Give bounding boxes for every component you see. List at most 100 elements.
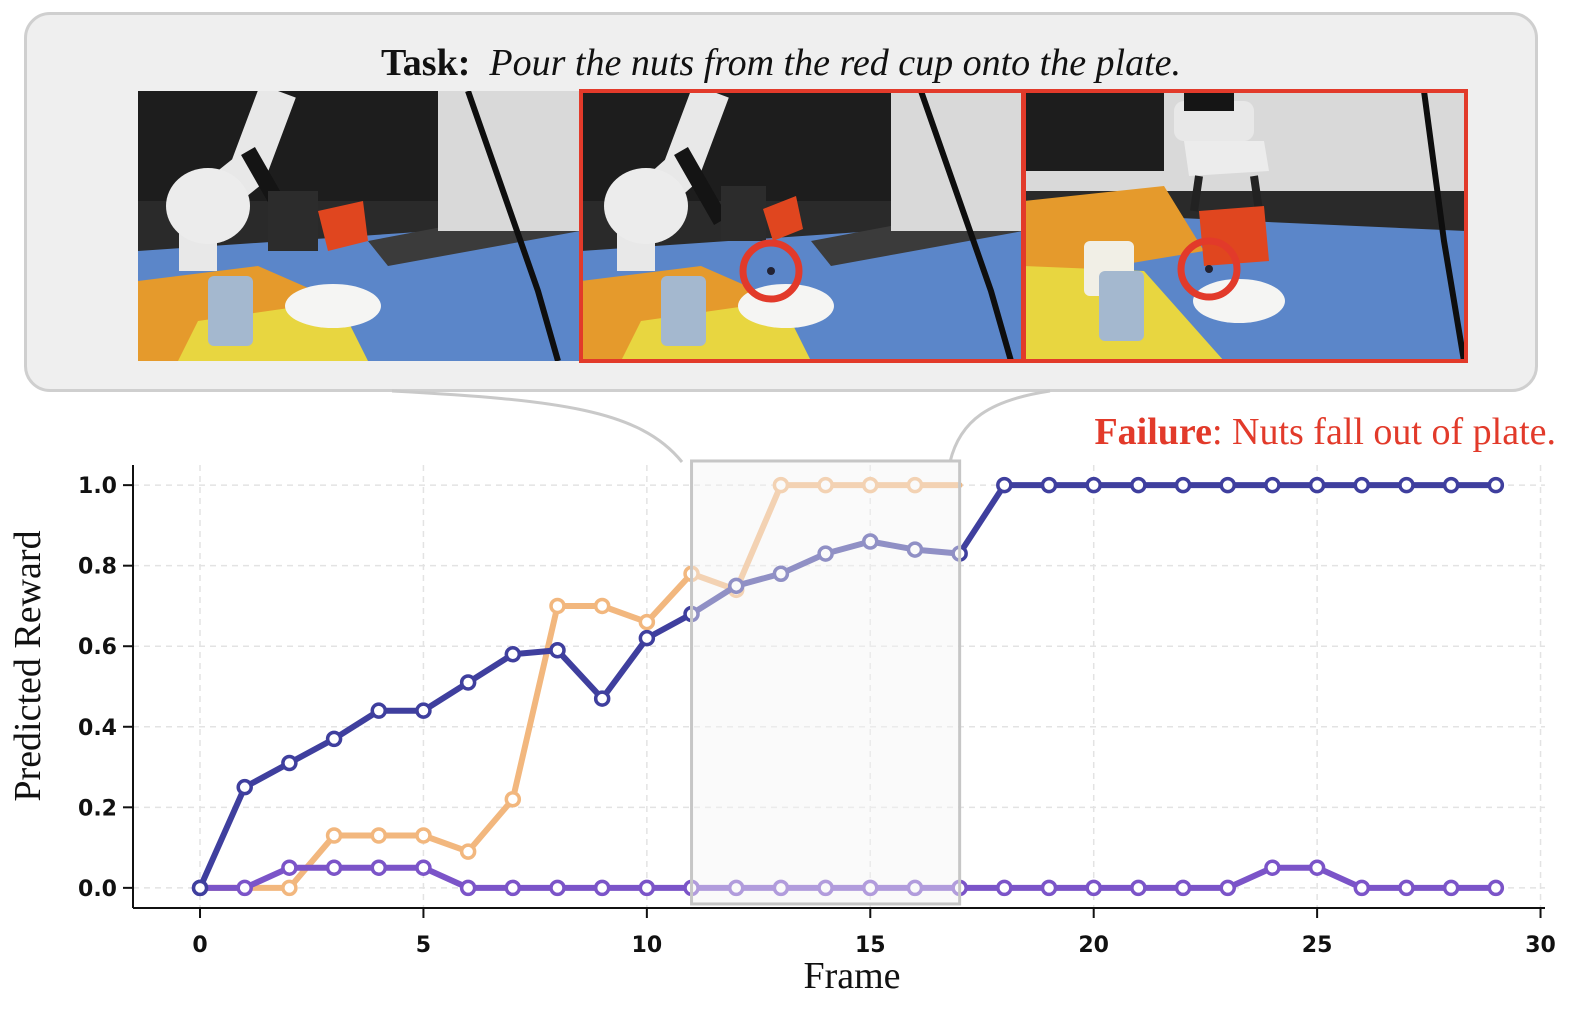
data-point: [638, 629, 656, 647]
task-text: Pour the nuts from the red cup onto the …: [489, 42, 1182, 84]
data-point: [727, 879, 745, 897]
data-point: [549, 597, 566, 615]
failure-label: Failure: [1094, 411, 1212, 453]
y-axis-label: Predicted Reward: [7, 530, 49, 801]
data-point: [281, 879, 298, 897]
data-point: [459, 843, 477, 860]
data-point: [1219, 476, 1236, 494]
highlight-region: [690, 459, 962, 906]
highlight-region-layer: [690, 459, 962, 906]
data-point: [906, 476, 924, 494]
data-point: [415, 827, 432, 844]
data-point: [638, 613, 656, 631]
data-point: [415, 702, 432, 719]
data-point: [1353, 879, 1371, 897]
data-point: [1174, 879, 1192, 897]
data-point: [817, 879, 834, 897]
data-point: [996, 476, 1013, 494]
data-point: [1264, 476, 1281, 494]
y-tick-label: 0.2: [78, 796, 117, 821]
series-layer: [191, 476, 1505, 897]
data-point: [1442, 476, 1460, 494]
data-point: [1398, 476, 1415, 494]
data-point: [459, 879, 477, 897]
data-point: [1353, 476, 1371, 494]
data-point: [862, 879, 879, 897]
x-tick-label: 25: [1302, 933, 1333, 958]
data-point: [1219, 879, 1236, 897]
data-point: [593, 879, 611, 897]
x-tick-label: 30: [1525, 933, 1556, 958]
data-point: [191, 879, 209, 897]
data-point: [593, 597, 611, 615]
data-point: [1308, 476, 1326, 494]
x-tick-label: 5: [416, 933, 431, 958]
video-frame-2: [579, 89, 1025, 363]
data-point: [325, 827, 343, 844]
data-point: [281, 754, 298, 772]
data-point: [1040, 476, 1058, 494]
axes: 0 5 10 15 20 25 30 0.0 0.2 0.4 0.6 0.8 1.0: [78, 465, 1556, 958]
data-point: [325, 730, 343, 748]
data-point: [772, 476, 790, 494]
failure-annotation: Failure: Nuts fall out of plate.: [1094, 410, 1556, 454]
data-point: [549, 642, 566, 659]
data-point: [1264, 859, 1281, 876]
y-tick-label: 0.0: [78, 877, 117, 902]
data-point: [862, 533, 879, 550]
data-point: [1130, 476, 1147, 494]
data-point: [370, 827, 388, 844]
data-point: [415, 859, 432, 876]
x-tick-label: 20: [1078, 933, 1109, 958]
data-point: [236, 778, 253, 796]
data-point: [1174, 476, 1192, 494]
data-point: [1398, 879, 1415, 897]
x-tick-label: 10: [632, 933, 663, 958]
data-point: [459, 674, 477, 691]
callout-lines: [391, 389, 1051, 463]
data-point: [817, 545, 834, 562]
data-point: [593, 690, 611, 707]
task-label: Task:: [380, 42, 471, 84]
x-tick-label: 15: [855, 933, 886, 958]
y-tick-label: 1.0: [78, 474, 117, 499]
x-axis-label: Frame: [803, 955, 900, 997]
data-point: [370, 702, 388, 719]
frame-strip: [138, 89, 1468, 363]
data-point: [817, 476, 834, 494]
data-point: [1442, 879, 1460, 897]
data-point: [1487, 879, 1505, 897]
data-point: [1130, 879, 1147, 897]
data-point: [906, 879, 924, 897]
data-point: [1308, 859, 1326, 876]
task-panel: Task: Pour the nuts from the red cup ont…: [24, 12, 1538, 392]
data-point: [1487, 476, 1505, 494]
data-point: [1085, 476, 1102, 494]
data-point: [1040, 879, 1058, 897]
data-point: [862, 476, 879, 494]
y-tick-label: 0.8: [78, 555, 117, 580]
data-point: [549, 879, 566, 897]
data-point: [370, 859, 388, 876]
y-tick-label: 0.6: [78, 635, 117, 660]
video-frame-3: [1022, 89, 1468, 363]
data-point: [638, 879, 656, 897]
data-point: [772, 879, 790, 897]
video-frame-1: [138, 91, 580, 361]
data-point: [504, 879, 522, 897]
data-point: [504, 646, 522, 663]
failure-text: : Nuts fall out of plate.: [1211, 411, 1556, 453]
data-point: [727, 577, 745, 595]
data-point: [281, 859, 298, 876]
data-point: [236, 879, 253, 897]
y-tick-label: 0.4: [78, 716, 117, 741]
data-point: [996, 879, 1013, 897]
task-caption: Task: Pour the nuts from the red cup ont…: [27, 41, 1535, 85]
x-tick-label: 0: [192, 933, 207, 958]
data-point: [504, 791, 522, 808]
data-point: [325, 859, 343, 876]
data-point: [1085, 879, 1102, 897]
data-point: [772, 565, 790, 582]
